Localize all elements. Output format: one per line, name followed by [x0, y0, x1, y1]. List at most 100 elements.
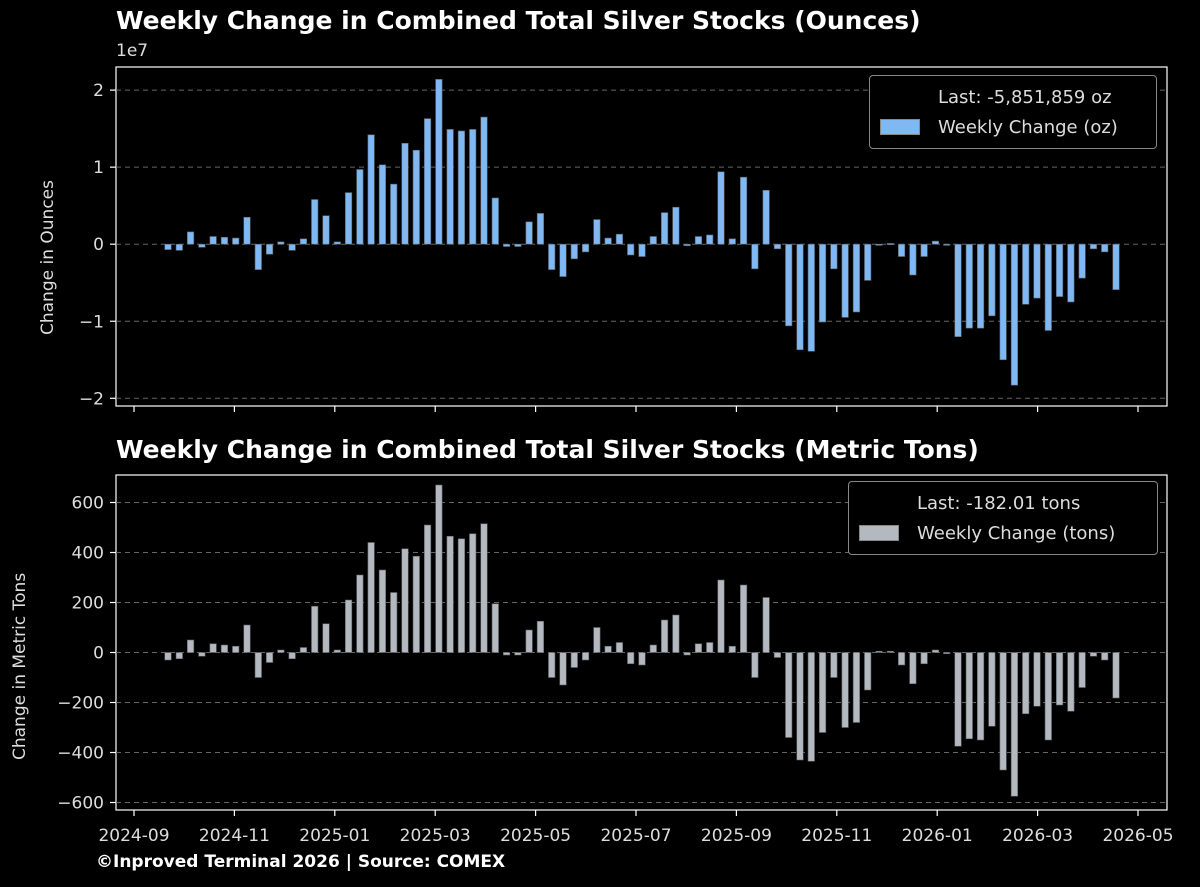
tons-bar — [807, 652, 815, 762]
tons-bar — [785, 652, 793, 738]
ounces-bar — [920, 243, 928, 257]
ounces-bar — [480, 116, 488, 245]
tons-bar — [356, 574, 364, 653]
tons-ytick-label: −600 — [57, 794, 104, 814]
tons-bar — [694, 643, 702, 653]
tons-bar — [875, 650, 883, 653]
ounces-bar — [796, 243, 804, 351]
tons-bar — [254, 652, 262, 678]
ounces-chart-title: Weekly Change in Combined Total Silver S… — [116, 6, 921, 35]
tons-xtick-label: 2024-11 — [199, 826, 270, 846]
ounces-bar — [740, 176, 748, 245]
ounces-bar — [412, 149, 420, 245]
tons-xtick-label: 2025-11 — [801, 826, 872, 846]
ounces-bar — [299, 238, 307, 245]
ounces-bar — [1067, 243, 1075, 303]
tons-bar — [333, 649, 341, 653]
tons-bar — [762, 597, 770, 653]
tons-bar — [819, 652, 827, 733]
footer-credit: ©Inproved Terminal 2026 | Source: COMEX — [96, 852, 506, 872]
ounces-legend: Last: -5,851,859 oz Weekly Change (oz) — [869, 75, 1157, 149]
ounces-bar — [209, 236, 217, 245]
tons-bar — [604, 645, 612, 653]
tons-legend-last: Last: -182.01 tons — [917, 492, 1081, 514]
tons-bar — [898, 652, 906, 666]
ounces-bar — [706, 234, 714, 245]
tons-bar — [266, 652, 274, 663]
ounces-bar — [1056, 243, 1064, 297]
ounces-bar — [345, 192, 353, 245]
ounces-bar — [1044, 243, 1052, 331]
tons-xtick-label: 2024-09 — [98, 826, 169, 846]
ounces-bar — [751, 243, 759, 270]
ounces-bar — [627, 243, 635, 256]
ounces-bar — [649, 236, 657, 245]
ounces-bar — [469, 129, 477, 245]
tons-bar — [728, 645, 736, 653]
tons-xtick-label: 2025-07 — [600, 826, 671, 846]
ounces-ytick-label: −1 — [79, 312, 104, 332]
ounces-bar — [1089, 243, 1097, 250]
ounces-bar — [762, 189, 770, 245]
tons-ytick-label: −400 — [57, 744, 104, 764]
tons-bar — [559, 652, 567, 686]
tons-xtick-label: 2025-09 — [701, 826, 772, 846]
tons-bar — [198, 652, 206, 657]
tons-ytick-label: 400 — [72, 544, 104, 564]
ounces-bar — [187, 231, 195, 245]
ounces-bar — [582, 243, 590, 253]
tons-bar — [435, 484, 443, 653]
ounces-legend-last: Last: -5,851,859 oz — [938, 86, 1112, 108]
tons-legend-series: Weekly Change (tons) — [917, 522, 1116, 544]
tons-bar — [638, 652, 646, 666]
tons-bar — [886, 650, 894, 653]
tons-bar — [299, 647, 307, 653]
ounces-bar — [288, 243, 296, 251]
ounces-bar — [593, 219, 601, 245]
ounces-bar — [604, 237, 612, 245]
ounces-bar — [638, 243, 646, 257]
ounces-bar — [198, 243, 206, 248]
tons-bar — [931, 649, 939, 653]
ounces-bar — [1022, 243, 1030, 305]
tons-bar — [1101, 652, 1109, 661]
ounces-bar — [243, 216, 251, 245]
ounces-bar — [503, 243, 511, 247]
ounces-bar — [864, 243, 872, 281]
ounces-bar — [446, 129, 454, 245]
ounces-bar — [773, 243, 781, 250]
tons-bar — [322, 623, 330, 653]
tons-bar — [345, 599, 353, 653]
tons-bar — [954, 652, 962, 747]
tons-bar — [852, 652, 860, 723]
tons-bar — [378, 569, 386, 653]
ounces-bar — [909, 243, 917, 276]
ounces-bar — [954, 243, 962, 337]
tons-bar — [390, 592, 398, 653]
tons-bar — [615, 642, 623, 653]
tons-bar — [1078, 652, 1086, 688]
ounces-bar — [570, 243, 578, 260]
ounces-bar — [491, 197, 499, 245]
ounces-bar — [965, 243, 973, 329]
ounces-ytick-label: 1 — [93, 158, 104, 178]
ounces-bar — [819, 243, 827, 323]
tons-bar — [773, 652, 781, 658]
ounces-bar — [886, 243, 894, 245]
ounces-bar — [525, 221, 533, 245]
tons-bar — [570, 652, 578, 668]
tons-bar — [830, 652, 838, 678]
tons-xtick-label: 2026-01 — [902, 826, 973, 846]
tons-bar — [446, 535, 454, 653]
ounces-bar — [875, 243, 883, 246]
ounces-bar — [683, 243, 691, 247]
tons-bar — [661, 619, 669, 653]
ounces-bar — [232, 237, 240, 245]
ounces-bar — [1112, 243, 1120, 290]
ounces-bar — [988, 243, 996, 317]
ounces-bar — [175, 243, 183, 251]
ounces-bar — [164, 243, 172, 250]
ounces-exponent-label: 1e7 — [116, 41, 149, 61]
tons-bar — [367, 542, 375, 653]
tons-bar — [1033, 652, 1041, 707]
